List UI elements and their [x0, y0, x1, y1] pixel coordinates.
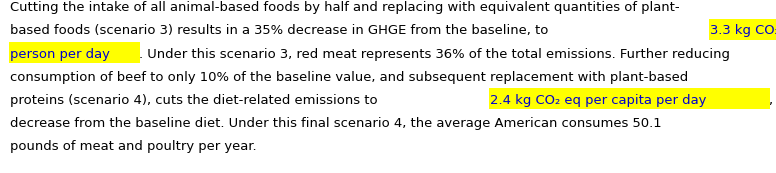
Text: based foods (scenario 3) results in a 35% decrease in GHGE from the baseline, to: based foods (scenario 3) results in a 35… [10, 24, 553, 37]
FancyBboxPatch shape [708, 19, 776, 40]
Text: . Under this scenario 3, red meat represents 36% of the total emissions. Further: . Under this scenario 3, red meat repres… [139, 47, 729, 60]
Text: , a 51 %: , a 51 % [768, 93, 776, 106]
Text: person per day: person per day [10, 47, 110, 60]
Text: Cutting the intake of all animal-based foods by half and replacing with equivale: Cutting the intake of all animal-based f… [10, 1, 679, 14]
Text: 3.3 kg CO₂ eq per: 3.3 kg CO₂ eq per [709, 24, 776, 37]
FancyBboxPatch shape [9, 42, 140, 63]
Text: consumption of beef to only 10% of the baseline value, and subsequent replacemen: consumption of beef to only 10% of the b… [10, 70, 688, 83]
FancyBboxPatch shape [489, 88, 769, 109]
Text: pounds of meat and poultry per year.: pounds of meat and poultry per year. [10, 139, 257, 152]
Text: decrease from the baseline diet. Under this final scenario 4, the average Americ: decrease from the baseline diet. Under t… [10, 116, 661, 129]
Text: 2.4 kg CO₂ eq per capita per day: 2.4 kg CO₂ eq per capita per day [490, 93, 705, 106]
Text: proteins (scenario 4), cuts the diet-related emissions to: proteins (scenario 4), cuts the diet-rel… [10, 93, 382, 106]
